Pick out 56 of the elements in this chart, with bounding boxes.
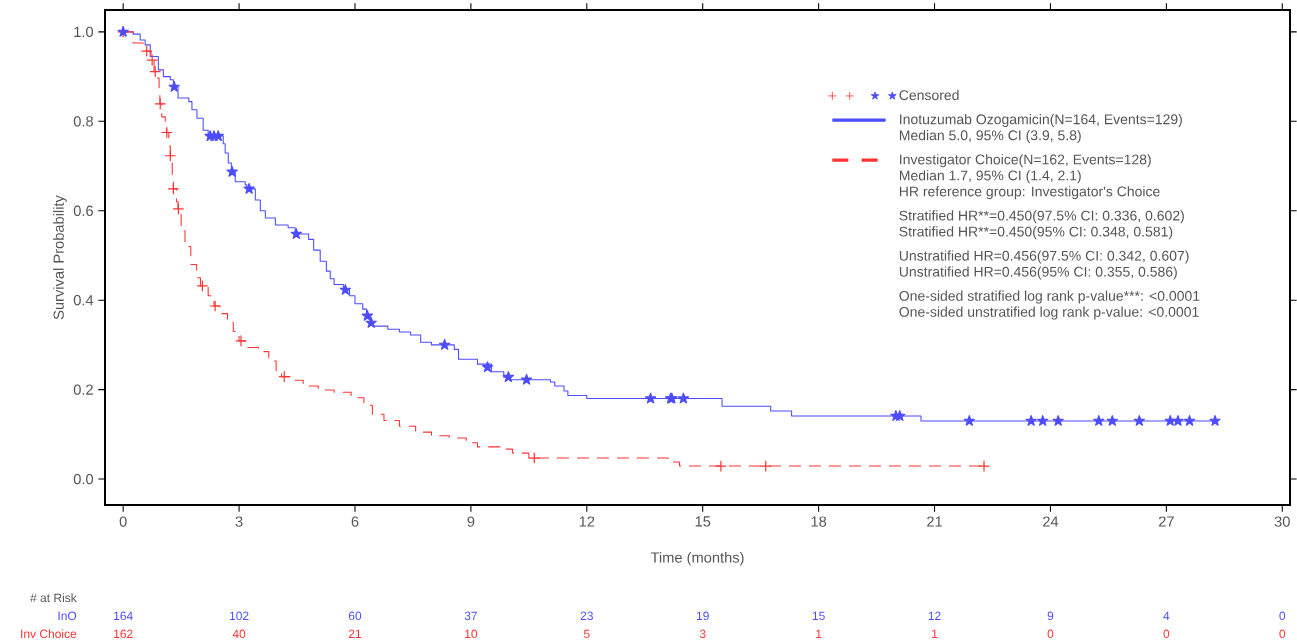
y-tick-label: 0.8 — [73, 116, 93, 127]
x-tick-label: 3 — [235, 516, 243, 527]
text: 4 — [1163, 611, 1170, 620]
annotation: Stratified HR**=0.450(95% CI: 0.348, 0.581) — [899, 226, 1173, 240]
x-tick-label: 21 — [927, 516, 942, 527]
y-tick-label: 0.4 — [73, 295, 94, 306]
text: 0 — [1163, 629, 1170, 639]
text: 37 — [464, 611, 477, 621]
annotation: Median 1.7, 95% CI (1.4, 2.1) — [899, 170, 1081, 184]
text: 162 — [114, 629, 133, 639]
legend-label: Inotuzumab Ozogamicin(N=164, Events=129) — [900, 113, 1182, 128]
x-axis-title: Time (months) — [650, 551, 744, 566]
annotation: One-sided unstratified log rank p-value: <0.0001 — [899, 306, 1199, 320]
annotation: HR reference group: Investigator's Choice — [899, 186, 1160, 200]
y-axis-title: Survival Probability — [53, 195, 67, 320]
text: 5 — [583, 629, 590, 639]
text: 0 — [1279, 629, 1286, 639]
text: 102 — [229, 611, 249, 621]
x-tick-label: 30 — [1274, 516, 1290, 527]
text: 1 — [932, 629, 938, 638]
annotation: Unstratified HR=0.456(95% CI: 0.355, 0.586) — [899, 266, 1177, 280]
annotation: Censored — [899, 89, 959, 101]
text: 19 — [696, 611, 709, 621]
text: 12 — [928, 611, 941, 620]
y-tick-label: 1.0 — [74, 26, 94, 38]
text: 3 — [699, 629, 706, 639]
text: 15 — [812, 611, 825, 621]
text: 21 — [348, 629, 362, 638]
text: 9 — [1047, 611, 1054, 621]
text: 60 — [348, 611, 362, 621]
annotation: Stratified HR**=0.450(97.5% CI: 0.336, 0.602) — [899, 210, 1184, 224]
text: 0 — [1047, 629, 1054, 639]
text: 164 — [114, 611, 133, 621]
text: Inv Choice — [21, 629, 77, 639]
x-tick-label: 12 — [579, 516, 595, 527]
text: 40 — [232, 629, 246, 639]
x-tick-label: 18 — [811, 516, 827, 527]
y-tick-label: 0.6 — [73, 205, 93, 216]
text: InO — [58, 611, 77, 621]
text: # at Risk — [30, 593, 77, 603]
x-tick-label: 24 — [1043, 516, 1059, 527]
y-tick-label: 0.0 — [73, 473, 94, 485]
x-tick-label: 6 — [351, 516, 359, 527]
y-tick-label: 0.2 — [73, 384, 93, 395]
annotation: Unstratified HR=0.456(97.5% CI: 0.342, 0.607) — [899, 250, 1189, 264]
x-tick-label: 9 — [467, 516, 475, 527]
legend-label: Investigator Choice(N=162, Events=128) — [900, 154, 1151, 168]
annotation: Median 5.0, 95% CI (3.9, 5.8) — [899, 129, 1081, 144]
text: 10 — [465, 629, 478, 639]
x-tick-label: 27 — [1158, 516, 1174, 527]
x-tick-label: 0 — [119, 516, 127, 527]
text: 23 — [580, 611, 593, 621]
text: 1 — [816, 629, 822, 638]
text: 0 — [1279, 611, 1286, 621]
annotation: One-sided stratified log rank p-value***: <0.0001 — [899, 290, 1200, 304]
x-tick-label: 15 — [695, 516, 711, 527]
